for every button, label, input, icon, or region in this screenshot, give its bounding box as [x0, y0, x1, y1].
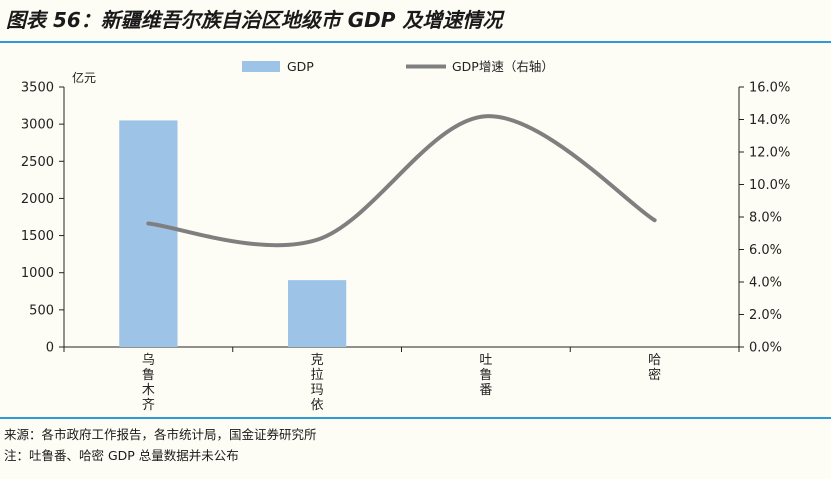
- x-tick-label: 乌鲁木齐: [142, 352, 155, 413]
- bar-gdp: [288, 280, 347, 347]
- y2-tick-labels: 0.0% 2.0% 4.0% 6.0% 8.0% 10.0% 12.0% 14.0% 16.0%: [749, 81, 790, 356]
- y2-tick-label: 2.0%: [749, 308, 782, 323]
- source-note: 来源：各市政府工作报告，各市统计局，国金证券研究所: [4, 427, 317, 442]
- y-tick-label: 500: [29, 303, 54, 318]
- y-tick-label: 2000: [21, 192, 54, 207]
- bars: [119, 120, 347, 347]
- growth-line: [146, 114, 657, 248]
- y2-tick-label: 14.0%: [749, 113, 790, 128]
- y2-tick-label: 8.0%: [749, 211, 782, 226]
- bar-gdp: [119, 120, 178, 347]
- y2-tick-label: 10.0%: [749, 178, 790, 193]
- title-divider: [0, 41, 831, 43]
- x-tick-label: 吐鲁番: [479, 353, 492, 398]
- footer-divider: [0, 417, 831, 419]
- y2-tick-label: 0.0%: [749, 341, 782, 356]
- y2-tick-label: 4.0%: [749, 276, 782, 291]
- y-tick-label: 2500: [21, 155, 54, 170]
- y-axis-unit-label: 亿元: [72, 70, 96, 85]
- y-tick-labels: 0 500 1000 1500 2000 2500 3000 3500: [21, 81, 54, 356]
- y2-tick-label: 16.0%: [749, 81, 790, 96]
- x-tick-label: 克拉玛依: [311, 353, 324, 413]
- y2-tick-label: 12.0%: [749, 146, 790, 161]
- legend-label-growth: GDP增速（右轴）: [452, 59, 554, 74]
- y-tick-label: 3500: [21, 81, 54, 96]
- x-tick-label: 哈密: [648, 353, 661, 383]
- chart-title: 图表 56：新疆维吾尔族自治区地级市 GDP 及增速情况: [6, 8, 503, 32]
- legend-label-gdp: GDP: [287, 59, 314, 74]
- legend: GDP GDP增速（右轴）: [242, 59, 554, 74]
- y-tick-label: 1500: [21, 229, 54, 244]
- footnote: 注：吐鲁番、哈密 GDP 总量数据并未公布: [4, 448, 239, 463]
- y2-tick-label: 6.0%: [749, 243, 782, 258]
- y-tick-label: 3000: [21, 118, 54, 133]
- y-tick-label: 0: [46, 341, 54, 356]
- y-tick-label: 1000: [21, 266, 54, 281]
- chart: GDP GDP增速（右轴） 亿元 乌鲁木齐 克拉玛依 吐鲁番 哈密 0 500 1000 1…: [21, 59, 790, 413]
- x-tick-labels: 乌鲁木齐 克拉玛依 吐鲁番 哈密: [142, 352, 661, 413]
- legend-swatch-gdp: [242, 61, 280, 72]
- growth-line-path: [146, 114, 657, 248]
